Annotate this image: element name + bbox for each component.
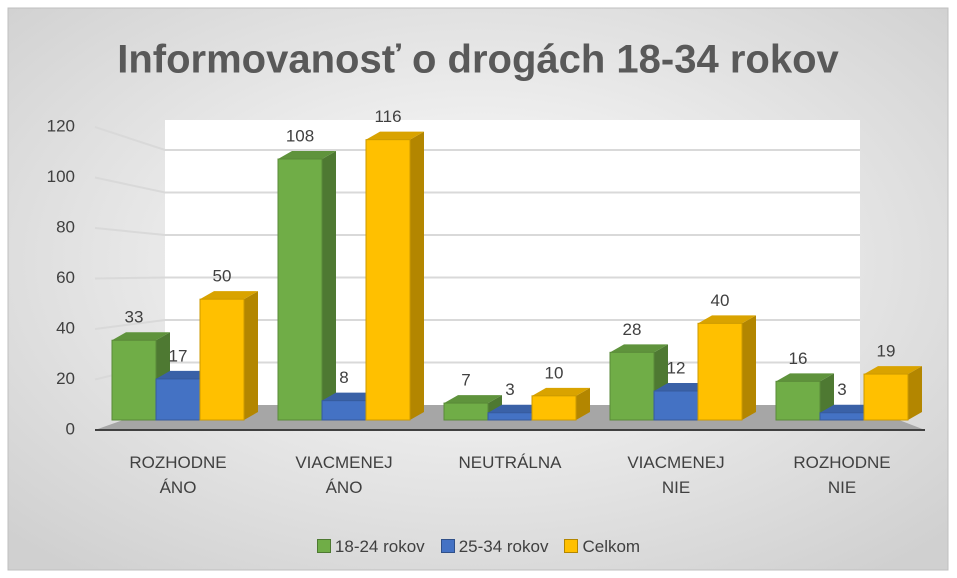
bar-front (111, 339, 157, 421)
bar-front (819, 412, 865, 421)
bar-front (365, 139, 411, 421)
bar (199, 291, 258, 421)
data-label: 40 (711, 291, 730, 310)
bar (863, 366, 922, 421)
data-label: 8 (339, 368, 348, 387)
grid-line (94, 276, 860, 280)
bar-top (864, 366, 922, 375)
x-tick-label: ROZHODNE ÁNO (129, 453, 227, 497)
bar-top (112, 332, 170, 341)
x-tick-label: NEUTRÁLNA (458, 453, 562, 472)
bar (365, 131, 424, 421)
bar-front (697, 322, 743, 421)
data-label: 19 (877, 342, 896, 361)
bar-front (531, 395, 577, 421)
data-label: 33 (125, 308, 144, 327)
bar-side (576, 387, 590, 420)
grid-line (94, 227, 860, 236)
data-label: 50 (213, 267, 232, 286)
x-tick-label: VIACMENEJ ÁNO (295, 453, 393, 497)
bar-top (366, 131, 424, 140)
y-tick-label: 40 (56, 318, 75, 337)
bar-side (742, 315, 756, 420)
y-tick-label: 120 (47, 116, 75, 135)
bar-front (863, 373, 909, 421)
y-tick-label: 100 (47, 167, 75, 186)
legend-swatch (564, 539, 579, 553)
grid-line (94, 126, 860, 151)
data-label: 16 (789, 349, 808, 368)
y-tick-label: 80 (56, 217, 75, 236)
bar-front (155, 378, 201, 421)
bar (277, 151, 336, 421)
bar-front (609, 351, 655, 421)
data-label: 3 (837, 380, 846, 399)
data-label: 7 (461, 371, 470, 390)
legend-item: 18-24 rokov (316, 537, 425, 557)
bar-front (321, 400, 367, 421)
data-label: 17 (169, 346, 188, 365)
bar-side (322, 151, 336, 420)
legend-swatch (440, 539, 455, 553)
data-label: 10 (545, 363, 564, 382)
bar-side (908, 366, 922, 420)
bar-top (532, 387, 590, 396)
bar-front (775, 380, 821, 421)
bar-top (200, 291, 258, 300)
data-label: 12 (667, 358, 686, 377)
bar-front (277, 158, 323, 421)
bar (531, 387, 590, 421)
legend-label: 18-24 rokov (334, 537, 425, 556)
bar-side (244, 291, 258, 420)
legend-swatch (316, 539, 331, 553)
data-label: 3 (505, 380, 514, 399)
legend-item: Celkom (564, 537, 640, 557)
y-tick-label: 0 (66, 419, 75, 438)
bar (697, 315, 756, 421)
bar-top (776, 373, 834, 382)
legend: 18-24 rokov 25-34 rokov Celkom (0, 537, 957, 557)
bar-top (610, 344, 668, 353)
legend-label: 25-34 rokov (458, 537, 549, 556)
x-tick-label: ROZHODNE NIE (793, 453, 891, 497)
bar-front (653, 390, 699, 421)
legend-label: Celkom (582, 537, 641, 556)
data-label: 116 (374, 107, 401, 126)
data-label: 28 (623, 320, 642, 339)
legend-item: 25-34 rokov (440, 537, 549, 557)
x-tick-label: VIACMENEJ NIE (627, 453, 725, 497)
bar-front (487, 412, 533, 421)
chart-title: Informovanosť o drogách 18-34 rokov (117, 38, 839, 82)
grid-line (94, 176, 860, 194)
grid-line (94, 319, 860, 330)
bar-front (443, 402, 489, 421)
bar-top (444, 395, 502, 404)
bar-front (199, 298, 245, 421)
y-tick-label: 60 (56, 268, 75, 287)
bar-top (698, 315, 756, 324)
bar-top (278, 151, 336, 159)
data-label: 108 (286, 126, 314, 145)
y-tick-label: 20 (56, 369, 75, 388)
bar-side (410, 131, 424, 420)
